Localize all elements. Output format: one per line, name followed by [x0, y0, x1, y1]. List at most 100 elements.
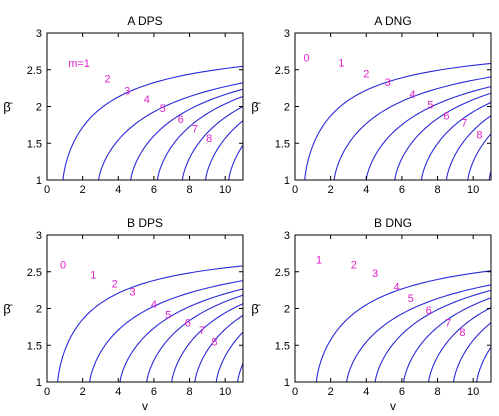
series-label: 3 [129, 287, 135, 299]
series-line [467, 133, 491, 180]
series-label: 1 [338, 57, 344, 69]
y-tick-label: 2 [284, 102, 290, 114]
y-axis-label: β̄ [251, 302, 260, 317]
series-label: 7 [461, 118, 467, 130]
series-line [119, 288, 243, 382]
curve-group [304, 62, 491, 180]
y-tick-label: 2.5 [275, 267, 290, 279]
curve-group [62, 65, 243, 180]
series-label: 1 [316, 254, 322, 266]
x-tick-label: 10 [219, 386, 231, 398]
panel-title: B DNG [374, 216, 412, 230]
series-line [420, 101, 491, 180]
series-label: 2 [112, 279, 118, 291]
series-line [445, 114, 491, 180]
y-tick-label: 3 [36, 28, 42, 40]
series-label: 3 [372, 268, 378, 280]
series-label: 0 [60, 259, 66, 271]
panel-title: A DPS [127, 14, 162, 28]
series-line [403, 297, 491, 382]
series-label: 5 [408, 293, 414, 305]
y-tick-label: 3 [36, 230, 42, 242]
series-label: 6 [443, 110, 449, 122]
x-tick-label: 4 [115, 184, 121, 196]
x-tick-label: 8 [434, 184, 440, 196]
series-line [57, 265, 243, 382]
series-line [205, 120, 243, 180]
x-tick-label: 0 [292, 184, 298, 196]
series-label: 4 [144, 94, 150, 106]
series-line [98, 82, 243, 180]
series-line [62, 65, 243, 180]
x-tick-label: 2 [328, 386, 334, 398]
y-tick-label: 3 [284, 230, 290, 242]
series-line [181, 105, 243, 180]
series-line [215, 331, 243, 382]
series-label: 3 [124, 85, 130, 97]
series-line [374, 289, 491, 382]
y-tick-label: 1 [284, 377, 290, 389]
y-tick-label: 2 [36, 304, 42, 316]
x-axis-label: v [390, 399, 396, 413]
x-tick-label: 4 [363, 184, 369, 196]
x-tick-label: 0 [44, 386, 50, 398]
series-label: 4 [410, 89, 416, 101]
x-axis-label: v [142, 399, 148, 413]
series-line [156, 95, 243, 180]
series-label: 4 [151, 299, 157, 311]
panel-title: B DPS [127, 216, 163, 230]
series-line [89, 280, 243, 382]
y-tick-label: 1.5 [275, 340, 290, 352]
x-tick-label: 2 [80, 184, 86, 196]
x-tick-label: 8 [434, 386, 440, 398]
y-axis-label: β̄ [3, 302, 12, 317]
y-tick-label: 1.5 [275, 138, 290, 150]
series-label: 7 [199, 325, 205, 337]
y-tick-label: 1 [284, 175, 290, 187]
axes-frame [294, 32, 492, 181]
x-tick-label: 10 [219, 184, 231, 196]
x-tick-label: 10 [467, 386, 479, 398]
y-tick-label: 2.5 [27, 267, 42, 279]
series-line [365, 86, 491, 180]
series-label: 0 [304, 52, 310, 64]
axes-frame [46, 32, 244, 181]
series-label: 8 [459, 327, 465, 339]
series-label: 6 [178, 114, 184, 126]
y-tick-label: 1 [36, 377, 42, 389]
series-line [146, 294, 243, 382]
series-label: 1 [90, 270, 96, 282]
panel-title: A DNG [374, 14, 411, 28]
x-tick-label: 6 [151, 386, 157, 398]
y-tick-label: 2.5 [27, 65, 42, 77]
series-label: 4 [394, 281, 400, 293]
series-label: 2 [105, 74, 111, 86]
series-label: 6 [426, 305, 432, 317]
y-tick-label: 1.5 [27, 138, 42, 150]
series-label: 5 [165, 309, 171, 321]
y-tick-label: 2.5 [275, 65, 290, 77]
series-line [315, 270, 491, 382]
series-line [428, 306, 491, 382]
x-tick-label: 0 [44, 184, 50, 196]
series-line [171, 303, 243, 382]
series-label: 2 [351, 259, 357, 271]
y-axis-label: β̄ [251, 100, 260, 115]
series-label: 6 [185, 317, 191, 329]
series-line [130, 88, 243, 180]
axes-frame [294, 234, 492, 383]
x-tick-label: 6 [399, 184, 405, 196]
series-line [394, 92, 491, 180]
series-line [333, 76, 491, 180]
x-tick-label: 4 [115, 386, 121, 398]
series-label: 2 [363, 68, 369, 80]
series-label: 3 [385, 77, 391, 89]
series-line [304, 62, 491, 180]
y-tick-label: 2 [284, 304, 290, 316]
curve-group [315, 270, 491, 382]
series-label: m=1 [68, 58, 90, 70]
